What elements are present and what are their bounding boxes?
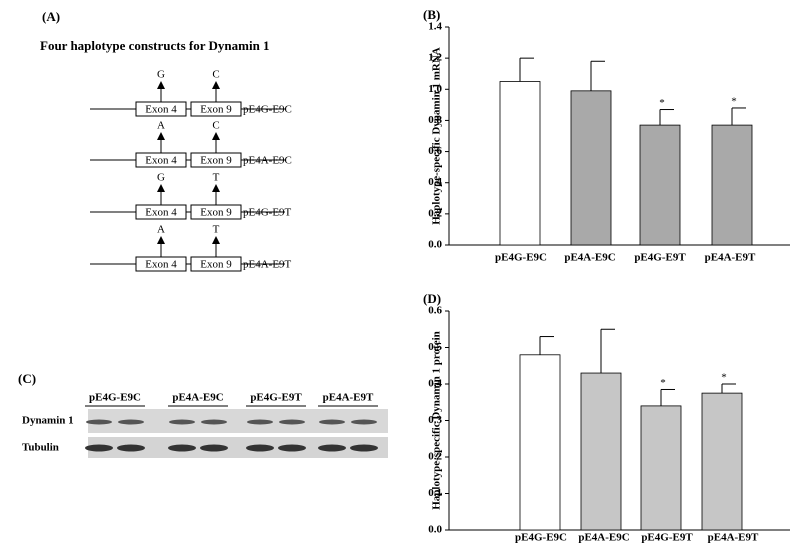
y-tick-label: 0.1	[428, 487, 442, 499]
exon-label: Exon 9	[200, 104, 232, 116]
y-axis-title: Haplotype-specific Dynamin 1 protein	[431, 331, 443, 510]
bar	[570, 90, 612, 246]
y-tick-label: 1.4	[428, 21, 442, 33]
y-tick-label: 1.2	[428, 52, 442, 64]
arrow-head	[157, 236, 165, 244]
row-label: Tubulin	[22, 442, 59, 454]
significance-mark: *	[731, 96, 737, 108]
arrow-head	[157, 132, 165, 140]
band	[318, 444, 346, 452]
significance-mark: *	[660, 377, 666, 389]
band	[278, 444, 306, 452]
exon-label: Exon 4	[145, 259, 177, 271]
construct-name: pE4G-E9T	[243, 207, 292, 219]
exon-label: Exon 4	[145, 155, 177, 167]
arrow-head	[157, 81, 165, 89]
band	[85, 444, 113, 452]
y-tick-label: 0.2	[428, 207, 442, 219]
lane-label: pE4G-E9C	[89, 392, 141, 404]
band	[201, 419, 227, 425]
exon-label: Exon 4	[145, 207, 177, 219]
y-tick-label: 0.6	[428, 305, 442, 317]
arrow-head	[157, 184, 165, 192]
band	[319, 419, 345, 425]
arrow-head	[212, 236, 220, 244]
band	[279, 419, 305, 425]
y-tick-label: 0.4	[428, 378, 442, 390]
y-tick-label: 0.0	[428, 239, 442, 251]
band	[200, 444, 228, 452]
bar-chart: (D)Haplotype-specific Dynamin 1 protein0…	[423, 291, 790, 544]
y-tick-label: 0.8	[428, 114, 442, 126]
bar	[640, 405, 682, 531]
bar	[701, 392, 743, 531]
construct-name: pE4A-E9C	[243, 155, 292, 167]
arrow-head	[212, 184, 220, 192]
band	[246, 444, 274, 452]
y-tick-label: 0.4	[428, 176, 442, 188]
construct-name: pE4G-E9C	[243, 104, 292, 116]
allele-label: A	[157, 224, 165, 236]
diagram-title: Four haplotype constructs for Dynamin 1	[40, 38, 270, 53]
y-tick-label: 1.0	[428, 83, 442, 95]
x-tick-label: pE4G-E9T	[641, 532, 693, 544]
y-tick-label: 0.0	[428, 524, 442, 536]
lane-label: pE4G-E9T	[250, 392, 302, 404]
band	[117, 444, 145, 452]
bar-chart: (B) Haplotype-specific Dynamin 1 mRNA 0.0 0…	[423, 7, 790, 264]
band	[168, 444, 196, 452]
allele-label: C	[212, 69, 219, 81]
panel-label: (C)	[18, 371, 36, 386]
band	[86, 419, 112, 425]
x-tick-label: pE4A-E9T	[705, 252, 756, 264]
panel-label: (B)	[423, 7, 440, 22]
x-tick-label: pE4G-E9T	[634, 252, 686, 264]
lane-label: pE4A-E9C	[172, 392, 223, 404]
panel-label: (A)	[42, 9, 60, 24]
x-tick-label: pE4A-E9C	[564, 252, 615, 264]
y-axis-title: Haplotype-specific Dynamin 1 mRNA	[431, 47, 443, 225]
y-tick-label: 0.5	[428, 341, 442, 353]
allele-label: G	[157, 172, 165, 184]
bar	[499, 81, 541, 246]
x-tick-label: pE4G-E9C	[495, 252, 547, 264]
arrow-head	[212, 81, 220, 89]
blot-strip	[88, 437, 388, 458]
y-tick-label: 0.2	[428, 451, 442, 463]
construct-name: pE4A-E9T	[243, 259, 292, 271]
panel-label: (D)	[423, 291, 441, 306]
bar	[519, 354, 561, 531]
row-label: Dynamin 1	[22, 415, 74, 427]
exon-label: Exon 9	[200, 259, 232, 271]
bar	[639, 124, 681, 246]
band	[118, 419, 144, 425]
western-blot: pE4G-E9C pE4A-E9C pE4G-E9T pE4A-E9T Dynamin …	[22, 392, 388, 458]
band	[169, 419, 195, 425]
lane-label: pE4A-E9T	[323, 392, 374, 404]
x-tick-label: pE4A-E9T	[708, 532, 759, 544]
y-tick-label: 0.3	[428, 414, 442, 426]
band	[351, 419, 377, 425]
allele-label: T	[213, 224, 220, 236]
band	[247, 419, 273, 425]
allele-label: A	[157, 120, 165, 132]
significance-mark: *	[721, 372, 727, 384]
allele-label: C	[212, 120, 219, 132]
allele-label: T	[213, 172, 220, 184]
exon-label: Exon 4	[145, 104, 177, 116]
bar	[580, 372, 622, 531]
allele-label: G	[157, 69, 165, 81]
x-tick-label: pE4A-E9C	[578, 532, 629, 544]
y-tick-label: 0.6	[428, 145, 442, 157]
x-tick-label: pE4G-E9C	[515, 532, 567, 544]
band	[350, 444, 378, 452]
bar	[711, 124, 753, 246]
significance-mark: *	[659, 97, 665, 109]
exon-label: Exon 9	[200, 207, 232, 219]
exon-label: Exon 9	[200, 155, 232, 167]
arrow-head	[212, 132, 220, 140]
